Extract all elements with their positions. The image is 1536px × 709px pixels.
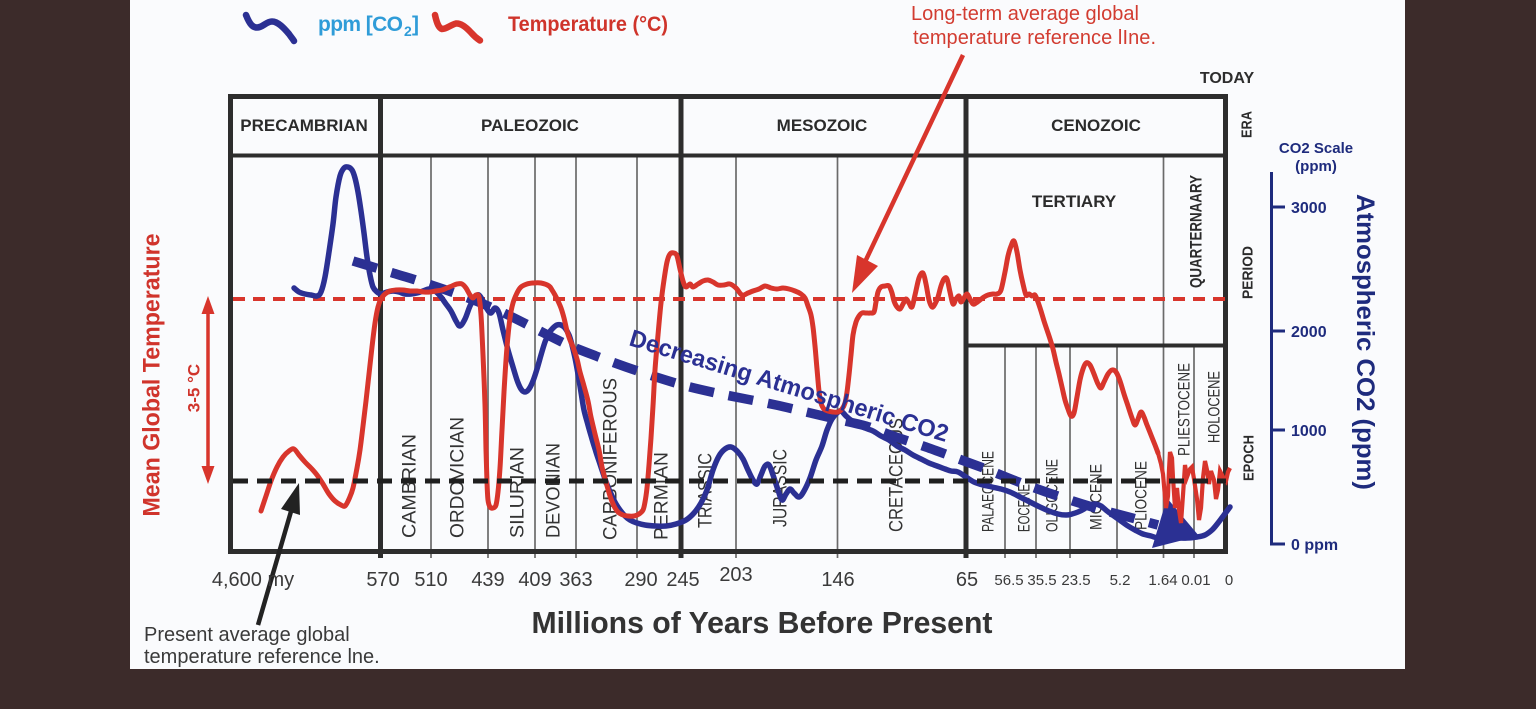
svg-text:PRECAMBRIAN: PRECAMBRIAN bbox=[240, 116, 368, 135]
svg-text:570: 570 bbox=[366, 569, 399, 591]
svg-text:EOCENE: EOCENE bbox=[1015, 484, 1034, 532]
svg-text:35.5: 35.5 bbox=[1027, 572, 1056, 589]
svg-text:EPOCH: EPOCH bbox=[1241, 435, 1258, 481]
svg-text:245: 245 bbox=[666, 569, 699, 591]
svg-text:Atmospheric CO2 (ppm): Atmospheric CO2 (ppm) bbox=[1351, 194, 1379, 490]
svg-text:Temperature (°C): Temperature (°C) bbox=[508, 13, 668, 36]
svg-text:JURASSIC: JURASSIC bbox=[771, 449, 792, 527]
svg-text:PALAEOCENE: PALAEOCENE bbox=[979, 451, 998, 532]
svg-text:0: 0 bbox=[1225, 572, 1233, 589]
svg-text:Long-term average global: Long-term average global bbox=[911, 3, 1139, 25]
svg-text:CO2 Scale: CO2 Scale bbox=[1279, 140, 1353, 157]
svg-text:SILURIAN: SILURIAN bbox=[508, 447, 529, 538]
svg-text:PERMIAN: PERMIAN bbox=[652, 452, 673, 540]
svg-text:146: 146 bbox=[821, 569, 854, 591]
svg-text:56.5: 56.5 bbox=[994, 572, 1023, 589]
svg-text:439: 439 bbox=[471, 569, 504, 591]
svg-text:temperature reference lIne.: temperature reference lIne. bbox=[913, 27, 1156, 49]
svg-text:(ppm): (ppm) bbox=[1295, 158, 1337, 175]
svg-text:409: 409 bbox=[518, 569, 551, 591]
svg-text:Millions of Years Before Prese: Millions of Years Before Present bbox=[532, 605, 993, 640]
svg-text:510: 510 bbox=[414, 569, 447, 591]
svg-text:Mean Global Temperature: Mean Global Temperature bbox=[139, 234, 166, 517]
svg-text:1.64: 1.64 bbox=[1148, 572, 1177, 589]
svg-text:ORDOVICIAN: ORDOVICIAN bbox=[448, 417, 469, 538]
svg-text:3000: 3000 bbox=[1291, 200, 1327, 217]
svg-text:363: 363 bbox=[559, 569, 592, 591]
svg-text:PLIOCENE: PLIOCENE bbox=[1132, 461, 1151, 530]
svg-text:65: 65 bbox=[956, 569, 978, 591]
svg-text:3-5 °C: 3-5 °C bbox=[185, 364, 204, 412]
svg-text:PLIESTOCENE: PLIESTOCENE bbox=[1175, 363, 1194, 456]
svg-text:MIOCENE: MIOCENE bbox=[1087, 464, 1106, 530]
svg-text:2000: 2000 bbox=[1291, 324, 1327, 341]
svg-text:HOLOCENE: HOLOCENE bbox=[1205, 371, 1224, 443]
svg-text:203: 203 bbox=[719, 564, 752, 586]
svg-text:ERA: ERA bbox=[1239, 111, 1256, 138]
svg-text:0 ppm: 0 ppm bbox=[1291, 537, 1338, 554]
svg-text:23.5: 23.5 bbox=[1061, 572, 1090, 589]
svg-text:ppm [CO: ppm [CO bbox=[318, 13, 403, 36]
svg-text:CAMBRIAN: CAMBRIAN bbox=[400, 434, 421, 538]
svg-text:DEVONIAN: DEVONIAN bbox=[544, 443, 565, 538]
svg-text:TERTIARY: TERTIARY bbox=[1032, 192, 1117, 211]
svg-text:PERIOD: PERIOD bbox=[1240, 246, 1257, 299]
svg-text:2: 2 bbox=[404, 23, 412, 39]
svg-text:temperature reference lne.: temperature reference lne. bbox=[144, 646, 380, 668]
svg-text:5.2: 5.2 bbox=[1110, 572, 1131, 589]
svg-text:0.01: 0.01 bbox=[1181, 572, 1210, 589]
svg-text:1000: 1000 bbox=[1291, 423, 1327, 440]
svg-text:4,600 my: 4,600 my bbox=[212, 569, 294, 591]
svg-text:TODAY: TODAY bbox=[1200, 70, 1255, 87]
svg-text:PALEOZOIC: PALEOZOIC bbox=[481, 116, 579, 135]
svg-text:290: 290 bbox=[624, 569, 657, 591]
svg-text:Present average global: Present average global bbox=[144, 624, 350, 646]
svg-text:CENOZOIC: CENOZOIC bbox=[1051, 116, 1141, 135]
svg-text:CARBONIFEROUS: CARBONIFEROUS bbox=[601, 378, 622, 540]
svg-text:QUARTERNAARY: QUARTERNAARY bbox=[1187, 174, 1206, 288]
svg-text:]: ] bbox=[412, 13, 419, 36]
svg-text:MESOZOIC: MESOZOIC bbox=[777, 116, 868, 135]
